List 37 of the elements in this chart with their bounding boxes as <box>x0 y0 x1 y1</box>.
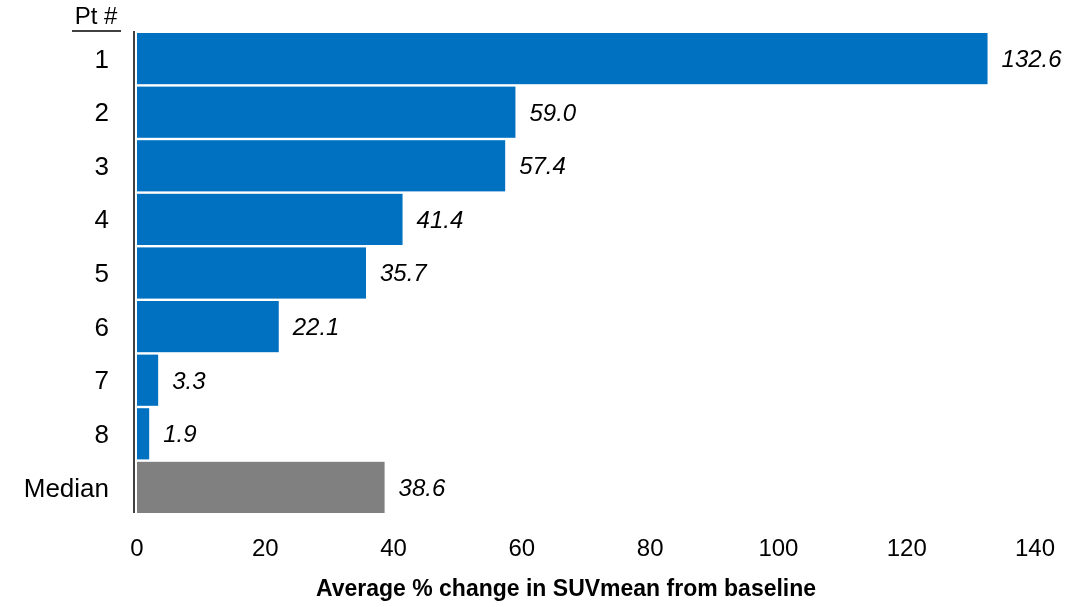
bar <box>137 193 403 245</box>
bar <box>137 461 385 513</box>
bar <box>137 247 366 299</box>
y-tick-label: 2 <box>94 97 109 128</box>
x-tick-label: 80 <box>636 534 664 561</box>
bar <box>137 301 279 353</box>
x-tick-label: 100 <box>758 534 799 561</box>
bar <box>137 140 506 192</box>
bar <box>137 354 159 406</box>
data-label: 38.6 <box>398 473 446 501</box>
x-axis-title: Average % change in SUVmean from baseline <box>315 575 817 601</box>
x-tick-label: 60 <box>508 534 536 561</box>
x-tick-label: 140 <box>1014 534 1056 561</box>
y-tick-label: 8 <box>94 418 109 449</box>
x-tick-label: 120 <box>886 534 927 561</box>
bar <box>137 408 150 460</box>
y-tick-label: 7 <box>94 365 109 396</box>
bar <box>137 86 516 138</box>
data-label: 35.7 <box>379 259 429 287</box>
data-label: 22.1 <box>291 313 340 340</box>
data-label: 57.4 <box>519 152 566 180</box>
y-tick-label: 3 <box>94 150 109 181</box>
x-tick-label: 0 <box>130 534 144 561</box>
x-tick-label: 20 <box>251 534 279 561</box>
y-tick-label: 4 <box>94 204 109 235</box>
y-tick-label: Median <box>23 472 109 503</box>
bar <box>137 33 988 85</box>
y-axis-title: Pt # <box>74 2 118 29</box>
data-label: 3.3 <box>172 366 207 394</box>
y-tick-label: 5 <box>94 258 109 289</box>
data-label: 41.4 <box>416 205 464 233</box>
data-label: 132.6 <box>1001 44 1063 72</box>
data-label: 1.9 <box>163 420 197 448</box>
data-label: 59.0 <box>529 98 577 126</box>
x-tick-label: 40 <box>380 534 407 561</box>
y-tick-label: 6 <box>94 311 109 342</box>
y-tick-label: 1 <box>94 43 109 74</box>
